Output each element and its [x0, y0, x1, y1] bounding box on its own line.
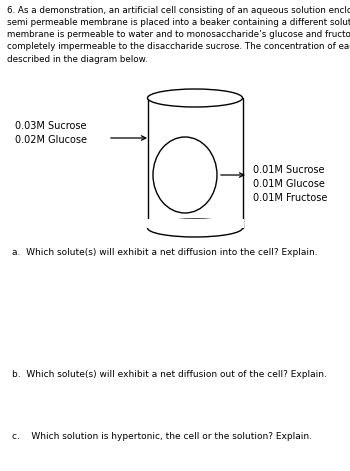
Text: 6. As a demonstration, an artificial cell consisting of an aqueous solution encl: 6. As a demonstration, an artificial cel… — [7, 6, 350, 64]
Text: 0.01M Sucrose
0.01M Glucose
0.01M Fructose: 0.01M Sucrose 0.01M Glucose 0.01M Fructo… — [253, 165, 327, 203]
Text: b.  Which solute(s) will exhibit a net diffusion out of the cell? Explain.: b. Which solute(s) will exhibit a net di… — [12, 370, 327, 379]
Bar — [147, 219, 244, 228]
Text: 0.03M Sucrose
0.02M Glucose: 0.03M Sucrose 0.02M Glucose — [15, 121, 87, 145]
Text: a.  Which solute(s) will exhibit a net diffusion into the cell? Explain.: a. Which solute(s) will exhibit a net di… — [12, 248, 318, 257]
Ellipse shape — [153, 137, 217, 213]
Ellipse shape — [147, 219, 243, 237]
Ellipse shape — [147, 89, 243, 107]
Text: c.    Which solution is hypertonic, the cell or the solution? Explain.: c. Which solution is hypertonic, the cel… — [12, 432, 312, 441]
Bar — [147, 98, 243, 228]
